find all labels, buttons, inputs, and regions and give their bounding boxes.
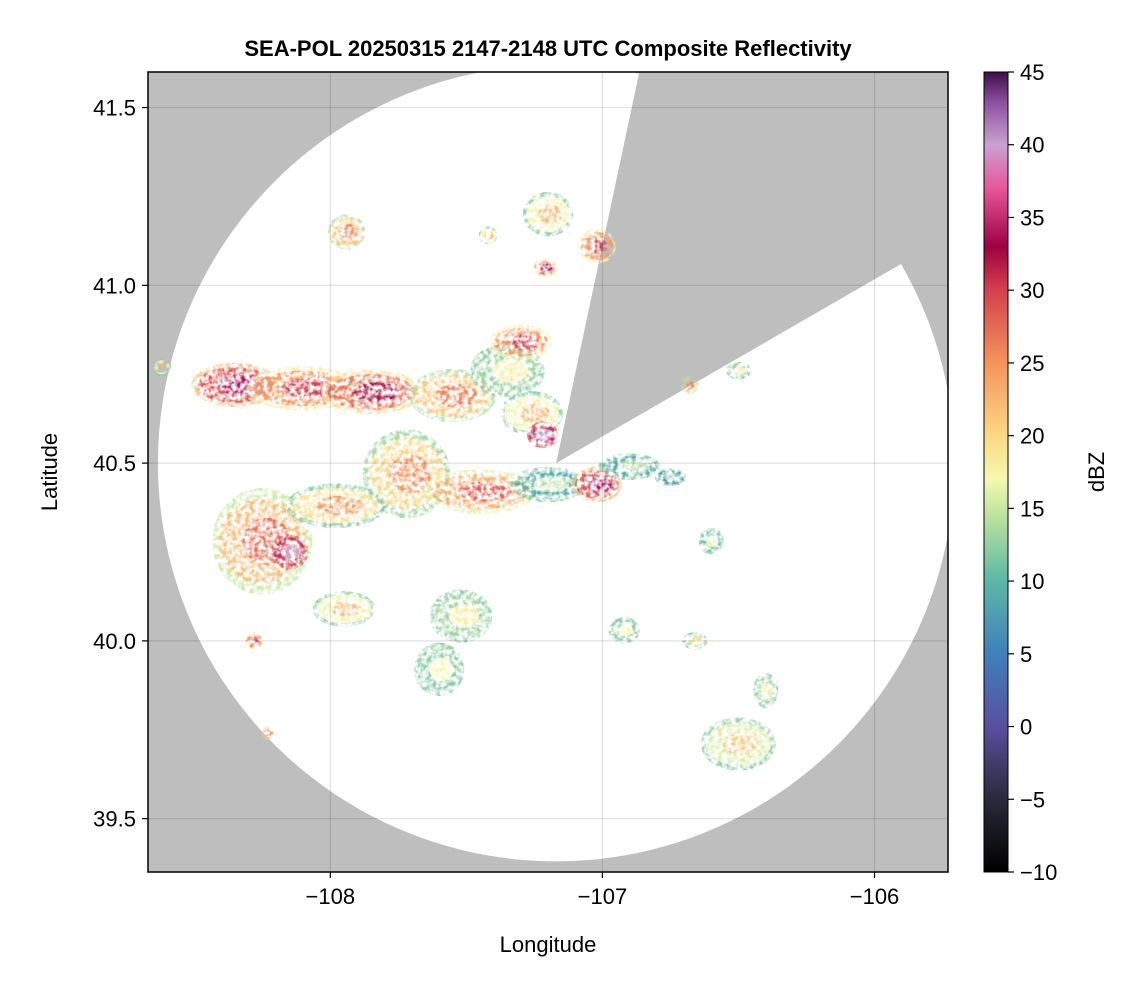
y-tick-label: 40.5: [93, 451, 136, 476]
echo-layer: [152, 192, 779, 771]
plot-frame: [147, 71, 949, 873]
echo-cell: [608, 616, 640, 644]
colorbar-tick-label: −5: [1020, 787, 1045, 812]
echo-cell: [270, 534, 309, 570]
echo-cell: [532, 258, 558, 277]
x-tick-label: −107: [578, 884, 628, 909]
echo-cell: [578, 228, 616, 264]
colorbar-tick-label: 10: [1020, 569, 1044, 594]
x-tick-label: −106: [850, 884, 900, 909]
y-axis-ticks: 39.5 40.0 40.5 41.0 41.5: [93, 96, 148, 832]
colorbar: −10 −5 0 5 10 15 20 25 30 35 40 45 dBZ: [983, 60, 1109, 885]
y-tick-label: 40.0: [93, 629, 136, 654]
echo-cell: [680, 376, 699, 394]
colorbar-tick-label: 30: [1020, 278, 1044, 303]
echo-cell: [152, 358, 171, 376]
grid: [148, 72, 948, 872]
colorbar-label: dBZ: [1084, 452, 1109, 492]
echo-cell: [510, 466, 586, 503]
echo-cell: [522, 192, 574, 237]
colorbar-tick-label: 40: [1020, 133, 1044, 158]
echo-cell: [753, 672, 779, 709]
y-tick-label: 41.5: [93, 96, 136, 121]
echo-cell: [725, 361, 751, 380]
chart-title: SEA-POL 20250315 2147-2148 UTC Composite…: [244, 36, 852, 61]
echo-cell: [261, 726, 274, 740]
colorbar-tick-label: 35: [1020, 205, 1044, 230]
echo-cell: [598, 453, 661, 480]
echo-cell: [478, 226, 498, 245]
plot-area: [148, 72, 948, 872]
echo-cell: [285, 483, 386, 528]
y-tick-label: 41.0: [93, 273, 136, 298]
echo-cell: [700, 717, 777, 771]
x-axis-label: Longitude: [500, 932, 597, 957]
colorbar-tick-label: 5: [1020, 642, 1032, 667]
echo-cell: [682, 632, 708, 650]
colorbar-tick-label: 25: [1020, 351, 1044, 376]
echo-cell: [327, 214, 366, 250]
echo-cell: [698, 528, 724, 555]
colorbar-tick-label: 45: [1020, 60, 1044, 85]
echo-cell: [244, 632, 264, 650]
x-tick-label: −108: [306, 884, 356, 909]
echo-cell: [489, 324, 553, 360]
y-tick-label: 39.5: [93, 807, 136, 832]
echo-cell: [321, 369, 422, 415]
colorbar-ticks: −10 −5 0 5 10 15 20 25 30 35 40 45: [1008, 60, 1057, 885]
colorbar-gradient: [983, 71, 1009, 873]
echo-cell: [423, 469, 537, 514]
colorbar-tick-label: 0: [1020, 715, 1032, 740]
radar-coverage-area: [157, 72, 948, 862]
colorbar-tick-label: 20: [1020, 424, 1044, 449]
colorbar-tick-label: −10: [1020, 860, 1057, 885]
colorbar-tick-label: 15: [1020, 496, 1044, 521]
echo-cell: [526, 421, 559, 448]
echo-cell: [654, 468, 687, 487]
echo-cell: [414, 642, 465, 696]
y-axis-label: Latitude: [37, 433, 62, 511]
echo-cell: [312, 591, 376, 627]
echo-cell: [429, 589, 493, 643]
x-axis-ticks: −108 −107 −106: [306, 872, 900, 909]
